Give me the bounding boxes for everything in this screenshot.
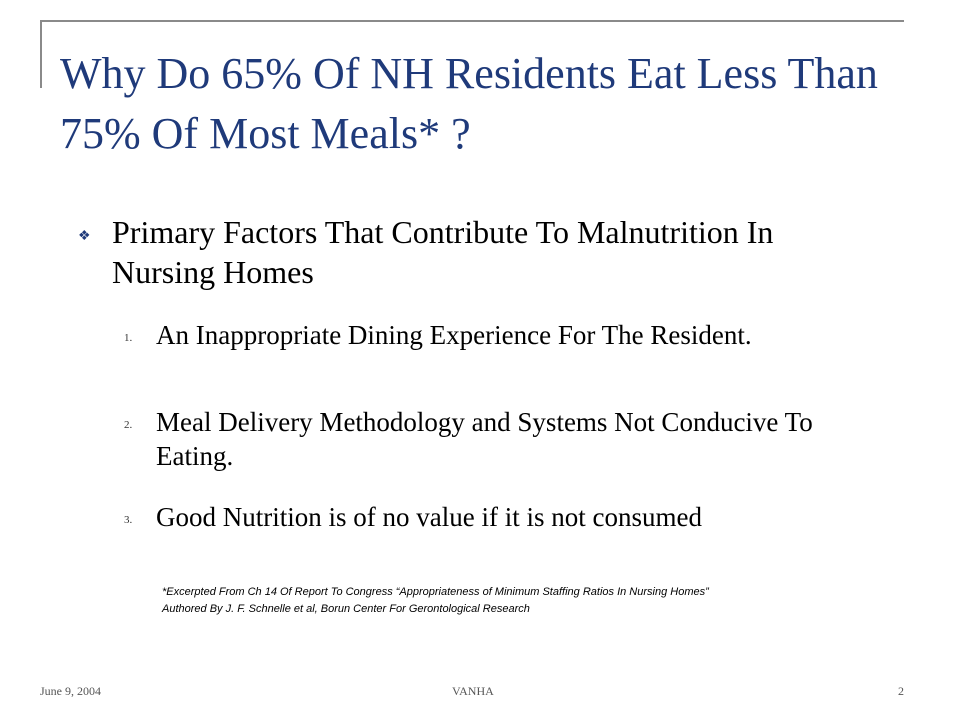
bullet-text: Primary Factors That Contribute To Malnu… <box>112 214 774 290</box>
list-item-number: 2. <box>124 419 133 431</box>
footnote-line: Authored By J. F. Schnelle et al, Borun … <box>162 603 530 615</box>
footer-date: June 9, 2004 <box>40 684 101 698</box>
list-item-text: An Inappropriate Dining Experience For T… <box>156 320 752 350</box>
slide-title: Why Do 65% Of NH Residents Eat Less Than… <box>60 49 878 158</box>
footer-center: VANHA <box>452 684 494 698</box>
frame-top-rule <box>40 20 904 22</box>
list-item-text: Meal Delivery Methodology and Systems No… <box>156 407 813 471</box>
list-item-text: Good Nutrition is of no value if it is n… <box>156 502 702 532</box>
diamond-bullet-icon: ❖ <box>78 229 91 244</box>
footnote: *Excerpted From Ch 14 Of Report To Congr… <box>162 584 882 618</box>
frame-left-rule <box>40 20 42 88</box>
list-item-number: 3. <box>124 514 133 526</box>
footnote-line: *Excerpted From Ch 14 Of Report To Congr… <box>162 586 709 598</box>
list-item-number: 1. <box>124 332 133 344</box>
footer-page-number: 2 <box>898 684 904 698</box>
